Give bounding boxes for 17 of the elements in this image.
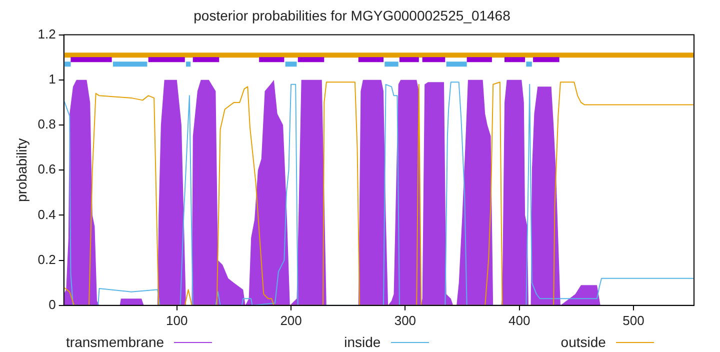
x-tick-label: 400 [508,312,530,328]
y-tick-label: 0.6 [38,162,56,177]
chart-title: posterior probabilities for MGYG000002525_01468 [194,7,511,24]
y-tick-label: 0.2 [38,252,56,267]
x-tick-label: 300 [394,312,416,328]
legend-label: inside [344,334,381,350]
x-tick-label: 500 [622,312,644,328]
legend-label: transmembrane [66,334,164,350]
y-tick-label: 1 [48,71,56,86]
y-axis-title: probability [13,138,30,202]
legend-label: outside [560,334,606,350]
y-tick-label: 0.8 [38,116,56,132]
y-tick-label: 0 [48,296,56,312]
y-tick-label: 1.2 [38,26,56,42]
x-tick-label: 200 [280,312,302,328]
x-tick-label: 100 [166,312,188,328]
y-tick-label: 0.4 [38,206,56,222]
